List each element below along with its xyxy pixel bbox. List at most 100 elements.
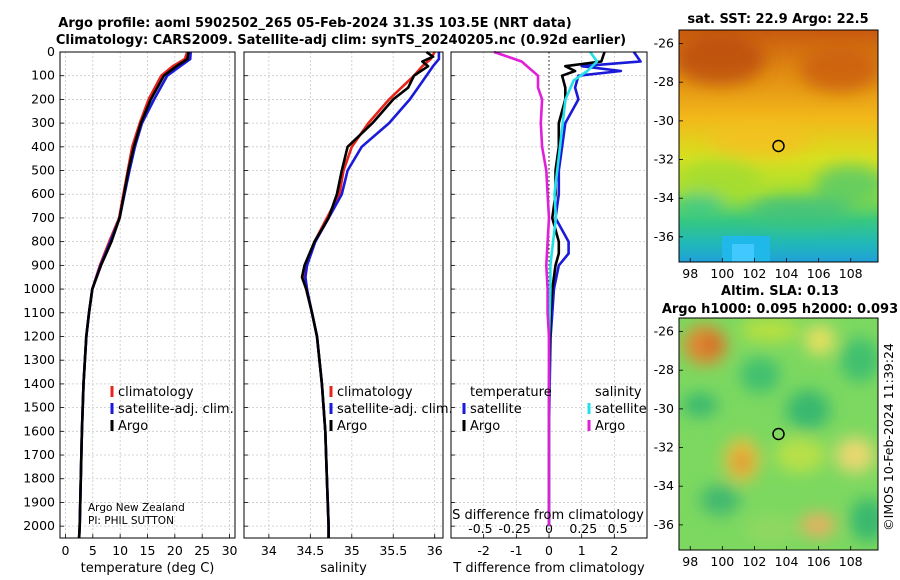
legend-label-temp-argo: Argo [470,419,500,434]
legend-label-climatology: climatology [118,385,194,400]
x-axis-label: temperature (deg C) [81,561,215,576]
x-tick-label: 98 [682,266,698,281]
y-tick-label: -36 [654,229,674,244]
series-line-climatology [77,51,189,539]
argo-position-marker [772,427,785,441]
y-tick-label: 700 [31,210,55,225]
x-tick-label: 25 [194,543,210,558]
x-tick-label: 2 [610,543,618,558]
y-tick-label: 600 [31,186,55,201]
x-tick-label: 34.5 [296,543,324,558]
legend-label-sal-argo: Argo [595,419,625,434]
y-tick-label: -28 [654,362,674,377]
x-tick-label: 20 [167,543,183,558]
s-tick-label: 0.5 [608,521,628,536]
y-tick-label: 2000 [23,518,55,533]
sla-map: Altim. SLA: 0.13 Argo h1000: 0.095 h2000… [654,284,899,569]
y-tick-label: 300 [31,115,55,130]
s-difference-label: S difference from climatology [452,508,644,523]
x-tick-label: 10 [112,543,128,558]
header-line1: Argo profile: aoml 5902502_265 05-Feb-20… [58,16,571,31]
x-tick-label: 15 [140,543,156,558]
y-tick-label: 200 [31,91,55,106]
s-tick-label: -0.5 [468,521,492,536]
y-tick-label: 500 [31,163,55,178]
y-tick-label: 1500 [23,400,55,415]
legend-title-salinity: salinity [595,385,642,400]
y-tick-label: -30 [654,401,674,416]
legend-label-satellite: satellite-adj. clim. [118,402,234,417]
legend-label-climatology: climatology [337,385,413,400]
y-tick-label: -26 [654,36,674,51]
y-tick-label: 1000 [23,281,55,296]
x-tick-label: 34 [261,543,277,558]
legend-label-argo: Argo [118,419,148,434]
series-line-argo [300,50,435,538]
y-tick-label: 1400 [23,376,55,391]
sst-map: sat. SST: 22.9 Argo: 22.5 98 100 102 104 106… [654,12,879,281]
series-line-salinity-argo [493,50,551,527]
x-axis-label: salinity [320,561,367,576]
legend-title-temperature: temperature [470,385,552,400]
series-line-satellite-adj-clim- [77,51,192,539]
x-tick-label: 30 [222,543,238,558]
salinity-legend: climatology satellite-adj. clim. Argo [329,385,453,434]
sst-map-title: sat. SST: 22.9 Argo: 22.5 [687,12,868,27]
y-tick-label: -36 [654,517,674,532]
y-tick-label: -26 [654,324,674,339]
x-tick-label: 106 [807,266,831,281]
sla-map-subtitle: Argo h1000: 0.095 h2000: 0.093 [662,302,898,317]
x-tick-label: 35 [344,543,360,558]
annotation-line2: PI: PHIL SUTTON [88,515,174,527]
y-tick-label: -34 [654,190,674,205]
y-tick-label: -32 [654,152,674,167]
y-tick-label: 1600 [23,423,55,438]
x-tick-label: 36 [427,543,443,558]
x-tick-label: -1 [510,543,522,558]
sla-map-title: Altim. SLA: 0.13 [721,284,839,299]
y-tick-label: -32 [654,440,674,455]
argo-position-marker [772,139,785,153]
y-tick-label: 1700 [23,447,55,462]
s-tick-label: 0.25 [569,521,597,536]
y-tick-label: 100 [31,68,55,83]
temperature-legend: climatology satellite-adj. clim. Argo [110,385,234,434]
x-tick-label: 35.5 [379,543,407,558]
s-tick-label: -0.25 [499,521,531,536]
plot-frame [59,51,236,539]
x-tick-label: 104 [775,554,799,569]
imos-timestamp: ©IMOS 10-Feb-2024 11:39:24 [881,343,896,531]
y-tick-label: 0 [47,44,55,59]
y-tick-label: -30 [654,113,674,128]
y-tick-label: 1800 [23,471,55,486]
y-tick-label: 1100 [23,305,55,320]
y-tick-label: 1300 [23,352,55,367]
y-tick-label: 800 [31,234,55,249]
header-line2: Climatology: CARS2009. Satellite-adj cli… [56,33,626,48]
x-tick-label: -2 [477,543,489,558]
x-axis-label: T difference from climatology [452,561,645,576]
x-tick-label: 0 [61,543,69,558]
series-line-argo [77,51,190,539]
y-tick-label: 400 [31,139,55,154]
y-tick-label: 900 [31,257,55,272]
legend-label-argo: Argo [337,419,367,434]
y-tick-label: 1900 [23,494,55,509]
legend-label-satellite: satellite-adj. clim. [337,402,453,417]
difference-panel: -2 -1 0 1 2 -0.5 -0.25 0 0.25 0.5 T difference fro… [450,50,648,576]
y-tick-label: 1200 [23,328,55,343]
legend-label-temp-satellite: satellite [470,402,522,417]
x-tick-label: 5 [89,543,97,558]
x-tick-label: 100 [710,266,734,281]
s-tick-label: 0 [545,521,553,536]
x-tick-label: 106 [807,554,831,569]
x-tick-label: 102 [742,554,766,569]
x-tick-label: 102 [742,266,766,281]
plot-frame [243,51,444,539]
x-tick-label: 0 [545,543,553,558]
x-tick-label: 98 [682,554,698,569]
plot-frame [450,51,648,539]
temperature-panel: 0100200300400500600700800900100011001200… [23,44,237,576]
x-tick-label: 108 [839,554,863,569]
